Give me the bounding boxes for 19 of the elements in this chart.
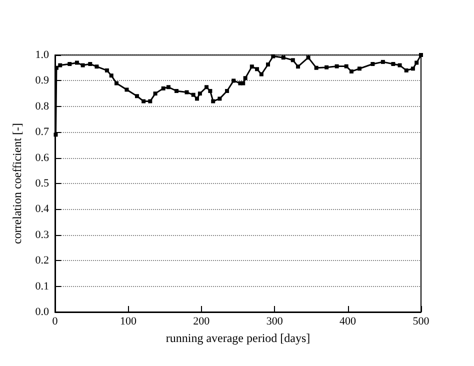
- x-tick-label: 400: [340, 316, 357, 328]
- y-tick-label: 0.4: [35, 203, 50, 216]
- x-tick-label: 300: [266, 316, 284, 328]
- y-tick-label: 0.5: [35, 178, 50, 190]
- x-tick-label: 200: [193, 316, 210, 328]
- x-tick-label: 100: [120, 316, 137, 328]
- y-tick-label: 0.7: [35, 126, 50, 138]
- y-tick-label: 0.0: [35, 306, 50, 318]
- x-tick-label: 500: [412, 316, 430, 328]
- y-axis-title: correlation coefficient [-]: [10, 122, 24, 244]
- y-tick-label: 0.8: [35, 100, 50, 112]
- x-tick-label: 0: [52, 316, 58, 328]
- y-tick-label: 0.9: [35, 74, 50, 87]
- x-axis-title: running average period [days]: [166, 330, 310, 345]
- y-tick-label: 1.0: [35, 49, 50, 61]
- y-tick-label: 0.6: [35, 152, 50, 164]
- y-tick-label: 0.3: [35, 228, 50, 241]
- y-tick-label: 0.2: [35, 254, 49, 267]
- y-tick-label: 0.1: [35, 280, 49, 292]
